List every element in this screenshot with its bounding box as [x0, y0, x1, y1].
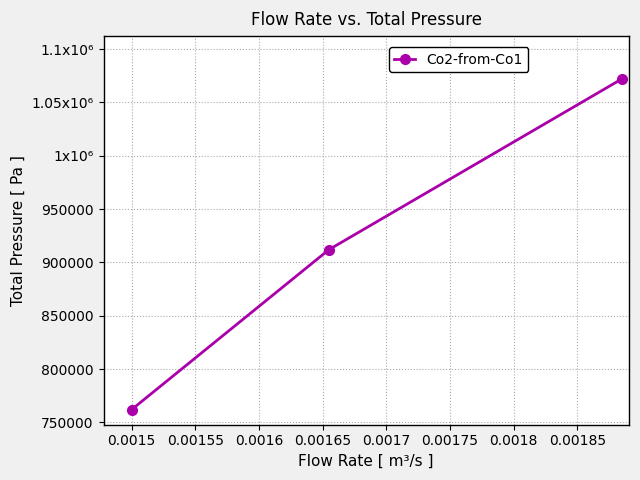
Co2-from-Co1	[128, 407, 136, 412]
Line: Co2-from-Co1: Co2-from-Co1	[127, 74, 627, 415]
Title: Flow Rate vs. Total Pressure: Flow Rate vs. Total Pressure	[251, 11, 482, 29]
Legend: Co2-from-Co1: Co2-from-Co1	[389, 47, 529, 72]
Co2-from-Co1	[618, 76, 626, 82]
Y-axis label: Total Pressure [ Pa ]: Total Pressure [ Pa ]	[11, 155, 26, 306]
Co2-from-Co1	[325, 247, 333, 252]
X-axis label: Flow Rate [ m³/s ]: Flow Rate [ m³/s ]	[298, 454, 434, 469]
